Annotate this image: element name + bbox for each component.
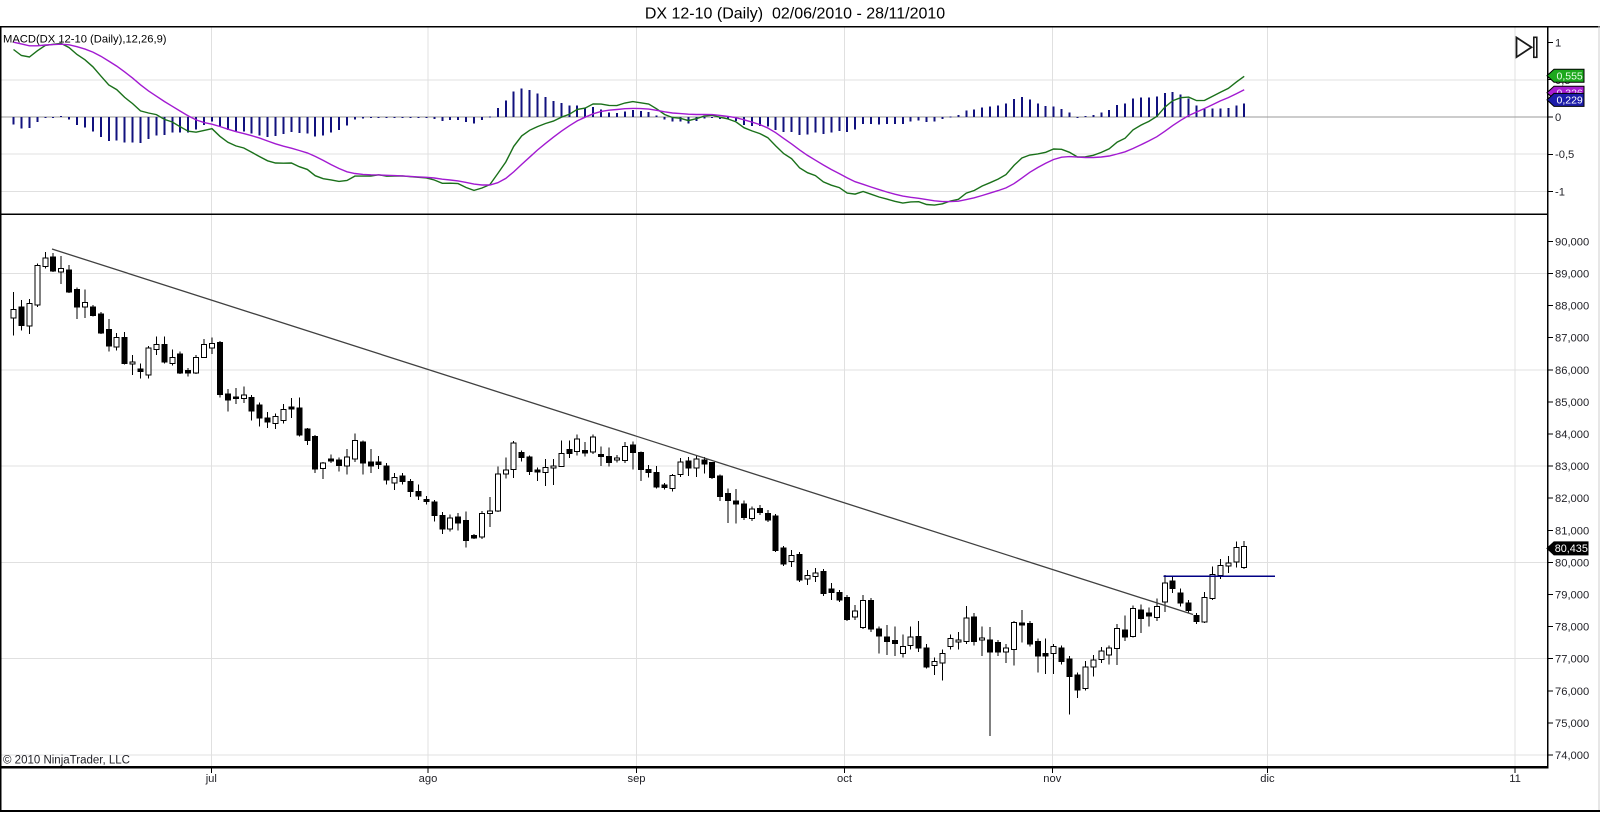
svg-text:87,000: 87,000 [1555, 333, 1589, 345]
svg-text:76,000: 76,000 [1555, 686, 1589, 698]
svg-text:86,000: 86,000 [1555, 365, 1589, 377]
svg-text:0: 0 [1555, 112, 1561, 124]
svg-text:75,000: 75,000 [1555, 718, 1589, 730]
svg-text:sep: sep [627, 773, 645, 785]
svg-text:79,000: 79,000 [1555, 590, 1589, 602]
svg-text:nov: nov [1043, 773, 1061, 785]
svg-text:-1: -1 [1555, 187, 1565, 199]
svg-text:0,229: 0,229 [1557, 95, 1583, 107]
svg-text:82,000: 82,000 [1555, 493, 1589, 505]
svg-text:90,000: 90,000 [1555, 236, 1589, 248]
svg-text:MACD(DX 12-10 (Daily),12,26,9): MACD(DX 12-10 (Daily),12,26,9) [3, 34, 167, 46]
svg-text:78,000: 78,000 [1555, 622, 1589, 634]
svg-text:ago: ago [419, 773, 438, 785]
svg-text:80,435: 80,435 [1555, 543, 1588, 555]
svg-text:77,000: 77,000 [1555, 654, 1589, 666]
svg-text:89,000: 89,000 [1555, 269, 1589, 281]
svg-text:74,000: 74,000 [1555, 750, 1589, 762]
svg-text:dic: dic [1260, 773, 1275, 785]
svg-text:11: 11 [1509, 773, 1521, 785]
svg-text:© 2010 NinjaTrader, LLC: © 2010 NinjaTrader, LLC [3, 755, 130, 767]
svg-text:jul: jul [205, 773, 217, 785]
svg-text:84,000: 84,000 [1555, 429, 1589, 441]
svg-text:1: 1 [1555, 38, 1561, 50]
svg-text:0,555: 0,555 [1557, 71, 1583, 83]
svg-text:-0,5: -0,5 [1555, 149, 1574, 161]
svg-text:81,000: 81,000 [1555, 525, 1589, 537]
svg-text:88,000: 88,000 [1555, 301, 1589, 313]
svg-text:85,000: 85,000 [1555, 397, 1589, 409]
svg-text:80,000: 80,000 [1555, 557, 1589, 569]
svg-text:83,000: 83,000 [1555, 461, 1589, 473]
svg-text:oct: oct [837, 773, 853, 785]
svg-text:DX 12-10 (Daily) 02/06/2010 -: DX 12-10 (Daily) 02/06/2010 - 28/11/2010 [645, 6, 945, 23]
